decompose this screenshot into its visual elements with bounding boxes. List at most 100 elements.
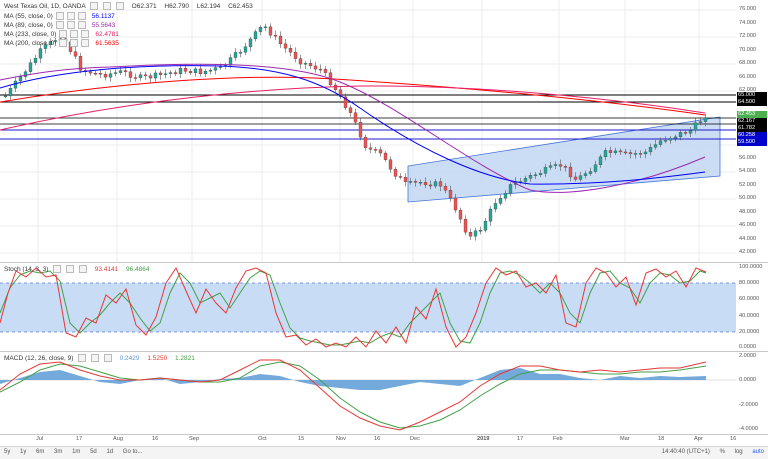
candle bbox=[658, 140, 663, 145]
candle bbox=[578, 175, 583, 180]
candle bbox=[558, 164, 563, 167]
log-toggle[interactable]: log bbox=[734, 449, 743, 455]
range-1m[interactable]: 1m bbox=[72, 449, 81, 455]
close-icon[interactable] bbox=[77, 12, 86, 21]
ma-233-line bbox=[0, 85, 706, 131]
ma-legend: MA (55, close, 0) 56.1137 MA (89, close, … bbox=[4, 12, 119, 48]
candle bbox=[548, 165, 553, 168]
candle bbox=[138, 74, 143, 78]
candle bbox=[283, 43, 288, 49]
candle bbox=[338, 89, 343, 97]
candle bbox=[388, 159, 393, 170]
bottom-right-controls: 14:40:40 (UTC+1) % log auto bbox=[658, 447, 768, 458]
settings-icon[interactable] bbox=[70, 30, 79, 39]
candle bbox=[678, 132, 683, 138]
auto-toggle[interactable]: auto bbox=[752, 449, 764, 455]
eye-icon[interactable] bbox=[59, 30, 68, 39]
candle bbox=[683, 132, 688, 134]
candle bbox=[453, 197, 458, 211]
candle bbox=[163, 73, 168, 75]
candle bbox=[143, 74, 148, 76]
eye-icon[interactable] bbox=[55, 21, 64, 30]
candle bbox=[373, 149, 378, 151]
candle bbox=[198, 68, 203, 75]
macd-chart[interactable] bbox=[0, 352, 736, 434]
chart-title: West Texas Oil, 1D, OANDA bbox=[4, 3, 86, 10]
candle bbox=[543, 167, 548, 174]
candle bbox=[633, 153, 638, 155]
candle bbox=[333, 84, 338, 90]
close-icon[interactable] bbox=[81, 39, 90, 48]
go-to-button[interactable]: Go to... bbox=[122, 449, 143, 455]
candle bbox=[593, 164, 598, 172]
ohlc-close: C62.453 bbox=[228, 3, 253, 10]
close-icon[interactable] bbox=[78, 265, 87, 274]
close-icon[interactable] bbox=[115, 2, 124, 11]
range-5d[interactable]: 5d bbox=[90, 449, 97, 455]
candle bbox=[698, 121, 703, 123]
price-tag: 61.782 bbox=[737, 125, 767, 132]
settings-icon[interactable] bbox=[70, 39, 79, 48]
pane-divider[interactable] bbox=[0, 351, 768, 352]
range-5y[interactable]: 5y bbox=[4, 449, 11, 455]
ma-legend-item[interactable]: MA (55, close, 0) 56.1137 bbox=[4, 12, 115, 21]
candle bbox=[213, 67, 218, 71]
eye-icon[interactable] bbox=[59, 39, 68, 48]
price-chart[interactable] bbox=[0, 0, 736, 262]
candle bbox=[248, 38, 253, 47]
candle bbox=[243, 46, 248, 53]
candle bbox=[343, 96, 348, 108]
candle bbox=[528, 175, 533, 179]
candle bbox=[253, 31, 258, 40]
price-pane[interactable]: West Texas Oil, 1D, OANDA O62.371 H62.79… bbox=[0, 0, 736, 262]
settings-icon[interactable] bbox=[66, 265, 75, 274]
price-tag: 60.258 bbox=[737, 132, 767, 139]
clock: 14:40:40 (UTC+1) bbox=[661, 449, 710, 455]
range-6m[interactable]: 6m bbox=[36, 449, 45, 455]
ascending-channel[interactable] bbox=[407, 116, 721, 203]
eye-icon[interactable] bbox=[55, 12, 64, 21]
range-1y[interactable]: 1y bbox=[20, 449, 27, 455]
candle bbox=[298, 58, 303, 65]
close-icon[interactable] bbox=[81, 30, 90, 39]
ma-legend-item[interactable]: MA (233, close, 0) 62.4781 bbox=[4, 30, 119, 39]
ma-legend-item[interactable]: MA (89, close, 0) 55.5643 bbox=[4, 21, 116, 30]
bottom-toolbar: 5y 1y 6m 3m 1m 5d 1d Go to... 14:40:40 (… bbox=[0, 446, 768, 459]
close-icon[interactable] bbox=[103, 354, 112, 363]
stoch-axis[interactable]: 100.0000 80.0000 60.0000 40.0000 20.0000… bbox=[739, 264, 763, 350]
ohlc-open: O62.371 bbox=[131, 3, 157, 10]
settings-icon[interactable] bbox=[66, 21, 75, 30]
macd-axis[interactable]: 2.0000 0.0000 -2.0000 -4.0000 bbox=[739, 353, 758, 432]
candle bbox=[38, 48, 43, 59]
stoch-label: Stoch (14, 3, 3) bbox=[4, 266, 49, 273]
macd-pane[interactable]: MACD (12, 26, close, 9) 0.2429 1.5250 1.… bbox=[0, 352, 736, 434]
pane-divider[interactable] bbox=[0, 262, 768, 263]
candlestick-series bbox=[3, 23, 708, 241]
stoch-chart[interactable] bbox=[0, 263, 736, 351]
eye-icon[interactable] bbox=[90, 2, 99, 11]
candle bbox=[508, 184, 513, 194]
percent-toggle[interactable]: % bbox=[719, 449, 725, 455]
settings-icon[interactable] bbox=[103, 2, 112, 11]
candle bbox=[318, 68, 323, 71]
ma-legend-item[interactable]: MA (200, close, 0) 61.5635 bbox=[4, 39, 119, 48]
eye-icon[interactable] bbox=[78, 354, 87, 363]
candle bbox=[618, 150, 623, 153]
candle bbox=[73, 51, 78, 57]
macd-label: MACD (12, 26, close, 9) bbox=[4, 355, 74, 362]
range-3m[interactable]: 3m bbox=[54, 449, 63, 455]
candle bbox=[323, 69, 328, 73]
settings-icon[interactable] bbox=[90, 354, 99, 363]
close-icon[interactable] bbox=[77, 21, 86, 30]
candle bbox=[503, 193, 508, 199]
candle bbox=[8, 88, 13, 97]
stoch-pane[interactable]: Stoch (14, 3, 3) 93.4141 96.4864 bbox=[0, 263, 736, 351]
settings-icon[interactable] bbox=[66, 12, 75, 21]
range-1d[interactable]: 1d bbox=[106, 449, 114, 455]
candle bbox=[268, 26, 273, 36]
price-tag: 62.167 bbox=[737, 118, 767, 125]
eye-icon[interactable] bbox=[53, 265, 62, 274]
candle bbox=[108, 73, 113, 78]
time-axis[interactable]: Jul 17 Aug 16 Sep Oct 15 Nov 16 Dec 2019… bbox=[36, 436, 737, 442]
